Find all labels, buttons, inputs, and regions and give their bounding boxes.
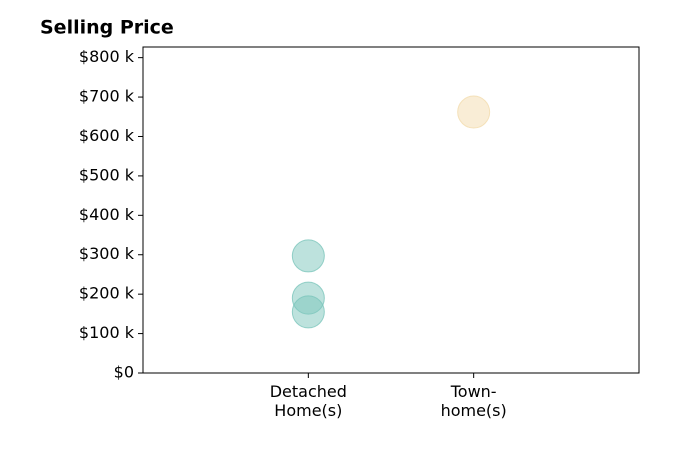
y-tick-label: $500 k bbox=[79, 165, 135, 184]
x-tick-label: Detached Home(s) bbox=[270, 382, 347, 420]
point bbox=[291, 239, 325, 273]
point bbox=[291, 295, 325, 329]
x-tick-label: Town-home(s) bbox=[441, 382, 507, 420]
y-tick-label: $600 k bbox=[79, 126, 135, 145]
chart-title: Selling Price bbox=[40, 17, 174, 39]
y-tick-label: $100 k bbox=[79, 323, 135, 342]
plot-frame bbox=[142, 46, 640, 374]
point bbox=[457, 95, 491, 129]
y-tick-label: $0 bbox=[114, 363, 134, 382]
y-tick-label: $400 k bbox=[79, 205, 135, 224]
y-tick-label: $200 k bbox=[79, 284, 135, 303]
y-tick-label: $300 k bbox=[79, 244, 135, 263]
y-tick-label: $700 k bbox=[79, 87, 135, 106]
y-tick-label: $800 k bbox=[79, 47, 135, 66]
